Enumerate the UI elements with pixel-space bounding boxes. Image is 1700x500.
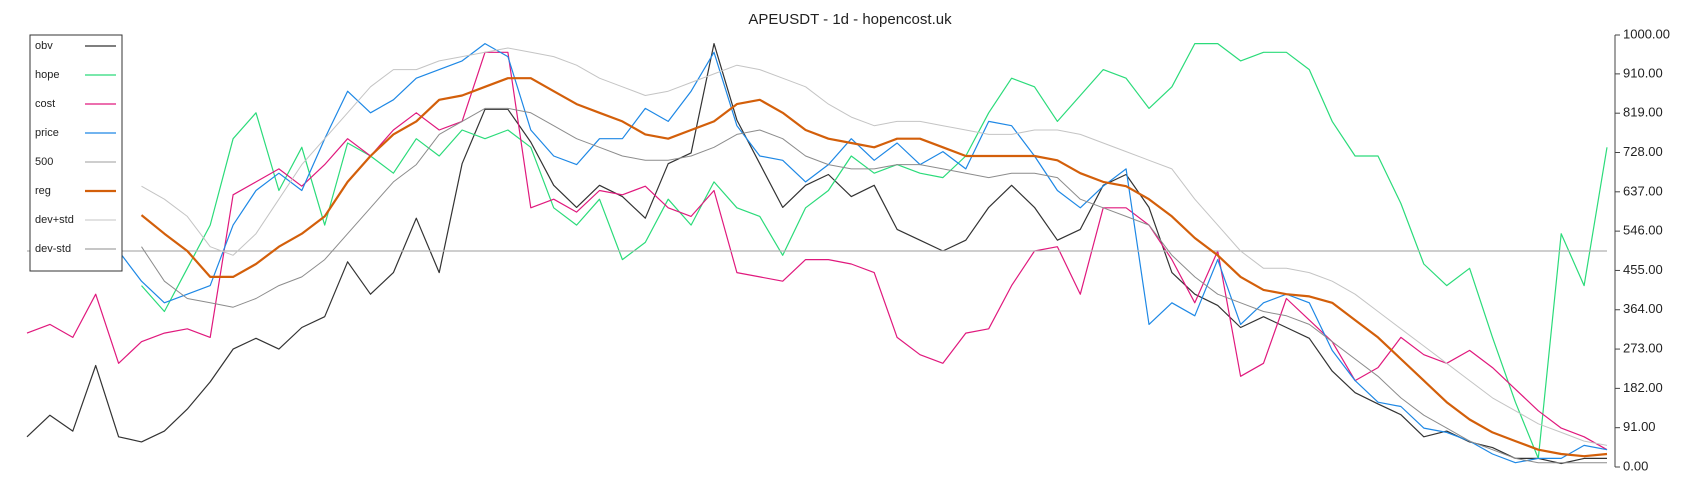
legend: obv hope cost price 500 reg dev+std dev-std	[29, 34, 123, 272]
legend-box	[29, 34, 123, 272]
legend-label: price	[35, 127, 59, 139]
y-tick-label: 455.00	[1623, 262, 1663, 277]
y-tick-label: 182.00	[1623, 380, 1663, 395]
legend-label: obv	[35, 40, 53, 52]
series-line	[26, 43, 1607, 465]
y-tick-label: 91.00	[1623, 419, 1656, 434]
y-tick-label: 910.00	[1623, 65, 1663, 80]
y-tick-label: 819.00	[1623, 105, 1663, 120]
y-tick-label: 273.00	[1623, 341, 1663, 356]
legend-label: hope	[35, 69, 59, 81]
chart-title: APEUSDT - 1d - hopencost.uk	[748, 11, 952, 28]
y-tick-label: 546.00	[1623, 223, 1663, 238]
y-tick-label: 728.00	[1623, 144, 1663, 159]
y-tick-label: 0.00	[1623, 458, 1648, 473]
y-tick-label: 364.00	[1623, 301, 1663, 316]
series-line	[118, 43, 1608, 464]
y-tick-label: 1000.00	[1623, 26, 1670, 41]
y-tick-label: 637.00	[1623, 183, 1663, 198]
series-line	[141, 107, 1607, 464]
series-line	[140, 77, 1608, 458]
legend-label: reg	[35, 185, 51, 197]
legend-label: 500	[35, 156, 53, 168]
series-line	[141, 43, 1608, 459]
series-line	[26, 51, 1608, 451]
legend-label: dev-std	[35, 243, 71, 255]
legend-label: cost	[35, 98, 55, 110]
series-line	[141, 47, 1608, 446]
legend-label: dev+std	[35, 214, 74, 226]
